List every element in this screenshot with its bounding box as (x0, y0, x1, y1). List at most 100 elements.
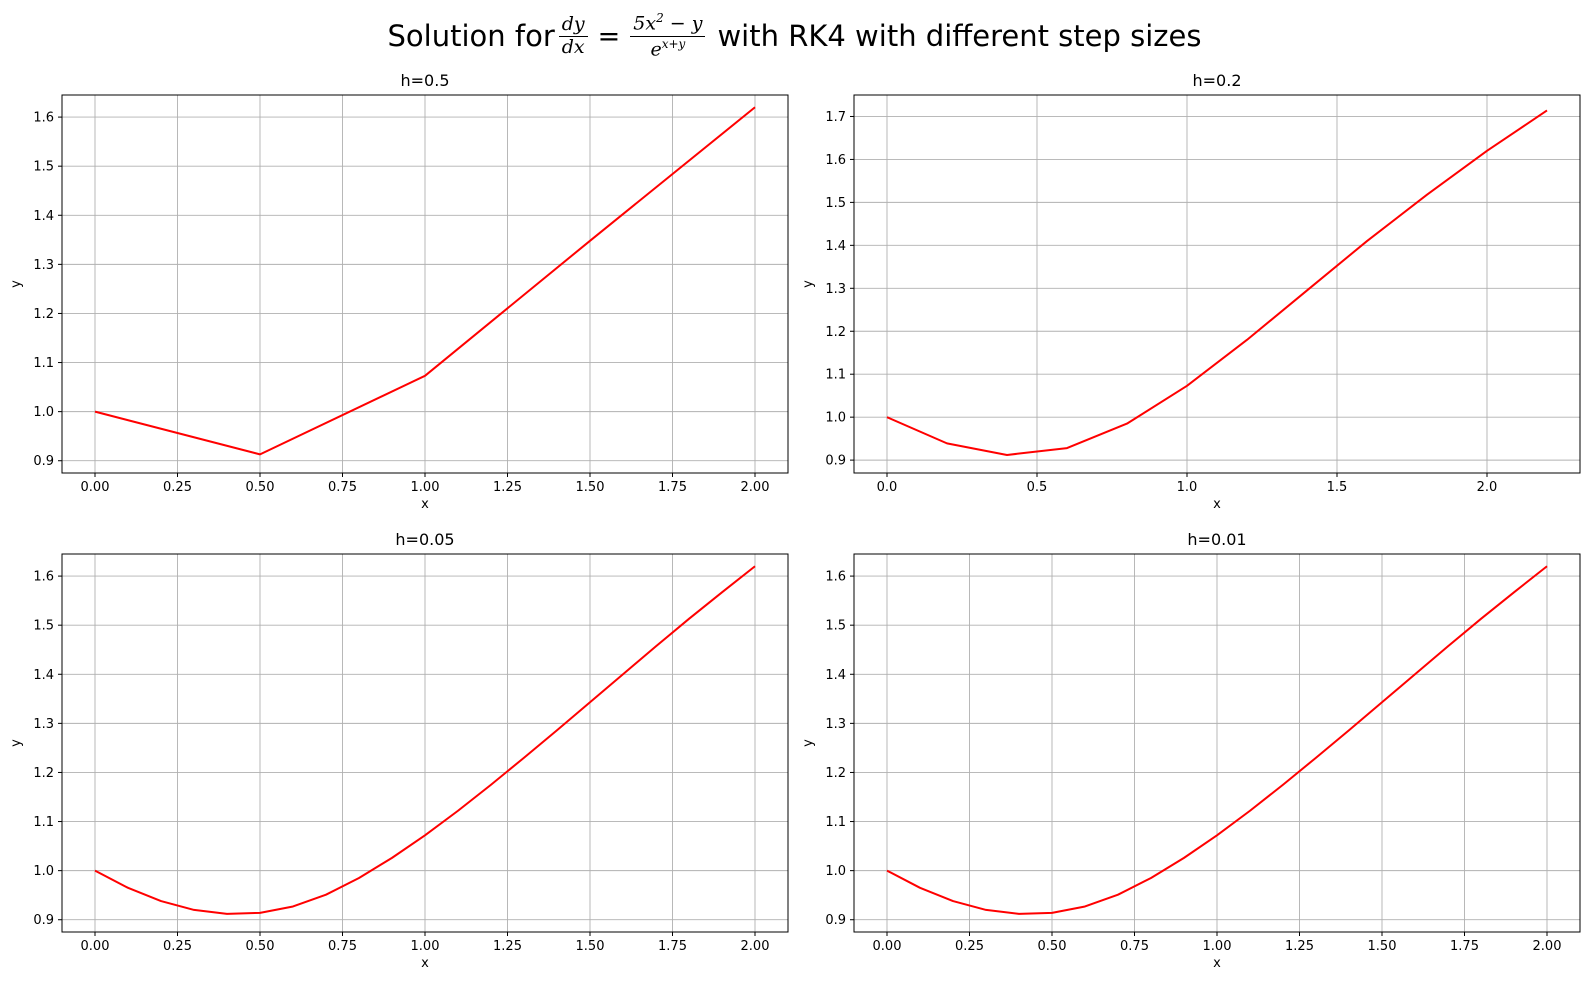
y-tick-label: 1.6 (33, 570, 54, 585)
y-tick-label: 1.6 (825, 570, 846, 585)
y-tick-label: 1.0 (825, 411, 846, 426)
y-tick-label: 0.9 (33, 913, 54, 928)
y-tick-label: 1.3 (33, 717, 54, 732)
y-tick-label: 1.4 (33, 668, 54, 683)
x-tick-label: 2.00 (741, 939, 770, 954)
x-tick-label: 0.50 (246, 939, 275, 954)
rhs-numerator-a: 5x (633, 12, 657, 35)
x-tick-label: 1.25 (1285, 939, 1314, 954)
lhs-numerator: dy (558, 14, 588, 37)
y-tick-label: 1.2 (33, 766, 54, 781)
y-tick-label: 1.1 (33, 815, 54, 830)
y-tick-label: 1.3 (825, 282, 846, 297)
x-tick-label: 1.50 (576, 480, 605, 495)
x-tick-label: 0.75 (328, 480, 357, 495)
x-tick-label: 0.0 (877, 480, 898, 495)
y-tick-label: 1.2 (825, 325, 846, 340)
lhs-denominator: dx (561, 35, 585, 58)
y-tick-label: 1.3 (825, 717, 846, 732)
series-line (94, 106, 756, 456)
equals-sign: = (597, 20, 621, 52)
x-axis-label: x (1213, 956, 1221, 971)
x-tick-label: 1.75 (658, 480, 687, 495)
title-prefix: Solution for (387, 19, 555, 53)
rhs-denominator-base: e (650, 37, 662, 60)
y-tick-label: 0.9 (33, 454, 54, 469)
y-tick-label: 1.0 (33, 864, 54, 879)
x-tick-label: 2.0 (1477, 480, 1498, 495)
x-axis-label: x (421, 956, 429, 971)
y-tick-label: 0.9 (825, 913, 846, 928)
x-tick-label: 1.00 (411, 480, 440, 495)
rhs-numerator: 5x2 − y (630, 11, 706, 37)
axes-frame (853, 94, 1581, 474)
subplot-title: h=0.2 (1193, 71, 1242, 90)
x-tick-label: 2.00 (741, 480, 770, 495)
x-tick-label: 1.75 (1450, 939, 1479, 954)
y-tick-label: 0.9 (825, 454, 846, 469)
x-tick-label: 0.00 (873, 939, 902, 954)
y-tick-label: 1.5 (33, 160, 54, 175)
subplot-3: 0.00 0.25 0.50 0.75 1.00 1.25 1.50 1.75 2.00 0.9 1… (9, 530, 789, 971)
y-tick-label: 1.1 (825, 815, 846, 830)
x-tick-label: 1.75 (658, 939, 687, 954)
x-tick-label: 0.50 (246, 480, 275, 495)
figure-title: Solution for dy dx = 5x2 − y ex+y with R… (0, 8, 1589, 64)
rhs-denominator: ex+y (647, 37, 688, 60)
subplot-title: h=0.01 (1187, 530, 1246, 549)
y-tick-label: 1.3 (33, 258, 54, 273)
x-tick-label: 0.25 (163, 939, 192, 954)
rhs-denominator-exponent: x+y (661, 36, 686, 51)
y-tick-label: 1.0 (825, 864, 846, 879)
y-tick-label: 1.4 (825, 239, 846, 254)
x-tick-label: 0.00 (81, 480, 110, 495)
y-axis-label: y (9, 280, 24, 288)
x-tick-label: 1.50 (576, 939, 605, 954)
x-tick-label: 1.25 (493, 939, 522, 954)
y-tick-label: 1.5 (825, 619, 846, 634)
y-tick-label: 1.6 (825, 153, 846, 168)
x-tick-label: 1.25 (493, 480, 522, 495)
subplot-title: h=0.05 (395, 530, 454, 549)
y-tick-label: 1.2 (33, 307, 54, 322)
y-tick-label: 1.1 (825, 368, 846, 383)
x-tick-label: 1.00 (411, 939, 440, 954)
x-axis-label: x (421, 497, 429, 512)
y-tick-label: 1.6 (33, 111, 54, 126)
y-axis-label: y (801, 739, 816, 747)
series-line (94, 565, 756, 915)
subplot-4: 0.00 0.25 0.50 0.75 1.00 1.25 1.50 1.75 2.00 0.9 1… (801, 530, 1581, 971)
rhs-fraction: 5x2 − y ex+y (630, 11, 706, 60)
x-tick-label: 0.25 (163, 480, 192, 495)
x-tick-label: 0.00 (81, 939, 110, 954)
x-tick-label: 2.00 (1533, 939, 1562, 954)
y-tick-label: 1.2 (825, 766, 846, 781)
x-tick-label: 1.5 (1327, 480, 1348, 495)
x-tick-label: 1.0 (1177, 480, 1198, 495)
lhs-fraction: dy dx (558, 14, 588, 58)
y-axis-label: y (801, 280, 816, 288)
y-tick-label: 1.4 (825, 668, 846, 683)
x-tick-label: 0.75 (1120, 939, 1149, 954)
y-tick-label: 1.7 (825, 110, 846, 125)
y-tick-label: 1.4 (33, 209, 54, 224)
subplot-title: h=0.5 (401, 71, 450, 90)
series-line (886, 565, 1548, 915)
subplot-1: 0.00 0.25 0.50 0.75 1.00 1.25 1.50 1.75 2.00 0.9 1… (9, 71, 789, 512)
x-tick-label: 0.50 (1038, 939, 1067, 954)
rhs-numerator-exponent: 2 (656, 11, 664, 26)
x-axis-label: x (1213, 497, 1221, 512)
x-tick-label: 1.00 (1203, 939, 1232, 954)
title-suffix: with RK4 with different step sizes (717, 19, 1202, 53)
y-axis-label: y (9, 739, 24, 747)
x-tick-label: 0.25 (955, 939, 984, 954)
y-tick-label: 1.0 (33, 405, 54, 420)
y-tick-label: 1.5 (825, 196, 846, 211)
x-tick-label: 1.50 (1368, 939, 1397, 954)
x-tick-label: 0.5 (1027, 480, 1048, 495)
y-tick-label: 1.1 (33, 356, 54, 371)
series-line (886, 109, 1548, 456)
subplot-2: 0.0 0.5 1.0 1.5 2.0 0.9 1.0 1.1 1.2 1.3 1.4 1.5 1.6 1… (801, 71, 1581, 512)
x-tick-label: 0.75 (328, 939, 357, 954)
